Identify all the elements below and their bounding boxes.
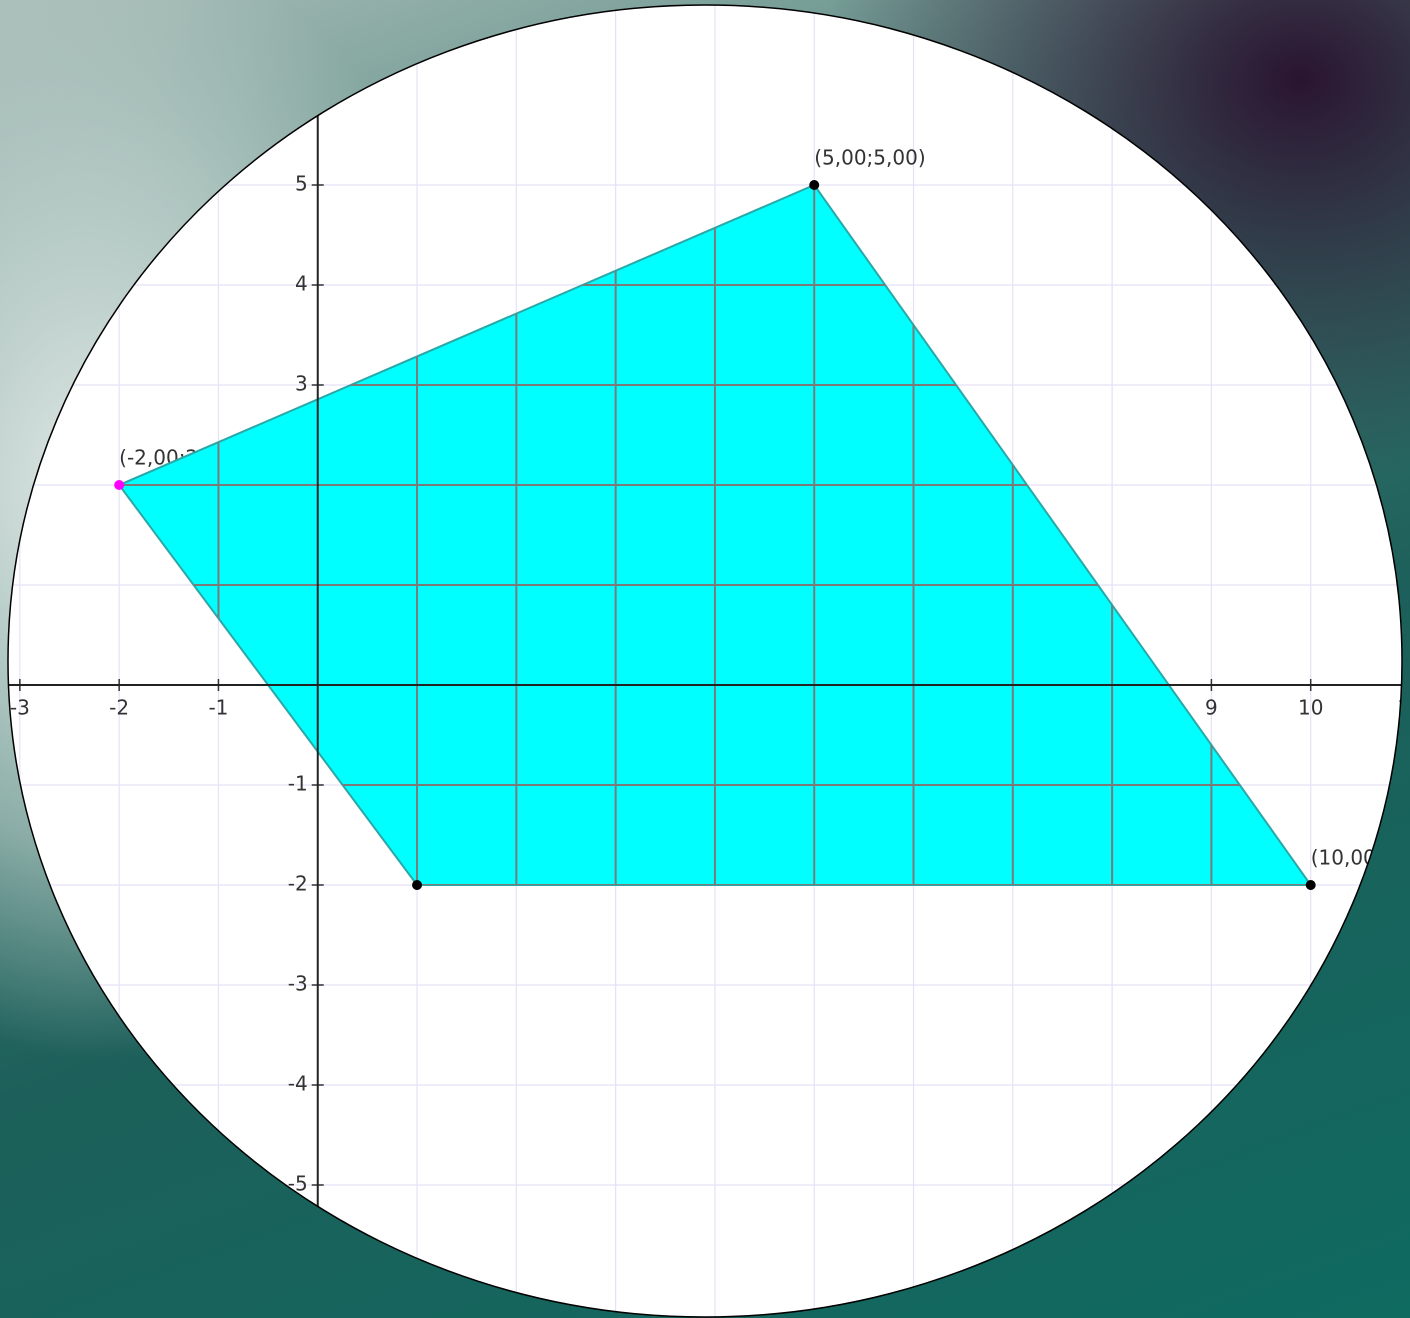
- y-tick-label: -3: [288, 972, 308, 996]
- y-tick-label: -1: [288, 772, 308, 796]
- point-label: (10,00;-2,00): [1311, 846, 1410, 870]
- x-tick-label: -2: [109, 696, 129, 720]
- point-label: (5,00;5,00): [814, 146, 925, 170]
- vertex: [412, 880, 423, 890]
- x-tick-label: -3: [10, 696, 30, 720]
- x-tick-label: 9: [1205, 696, 1218, 720]
- y-tick-label: 5: [295, 172, 308, 196]
- x-tick-label: 10: [1298, 696, 1323, 720]
- vertex: [114, 480, 125, 490]
- y-tick-label: 4: [295, 272, 308, 296]
- y-tick-label: -2: [288, 872, 308, 896]
- x-tick-label: -1: [208, 696, 228, 720]
- y-tick-label: -4: [288, 1072, 308, 1096]
- circle-border: [7, 4, 1403, 1318]
- y-tick-label: -5: [288, 1172, 308, 1196]
- y-tick-label: 3: [295, 372, 308, 396]
- vertex: [1305, 880, 1316, 890]
- vertex: [809, 180, 820, 190]
